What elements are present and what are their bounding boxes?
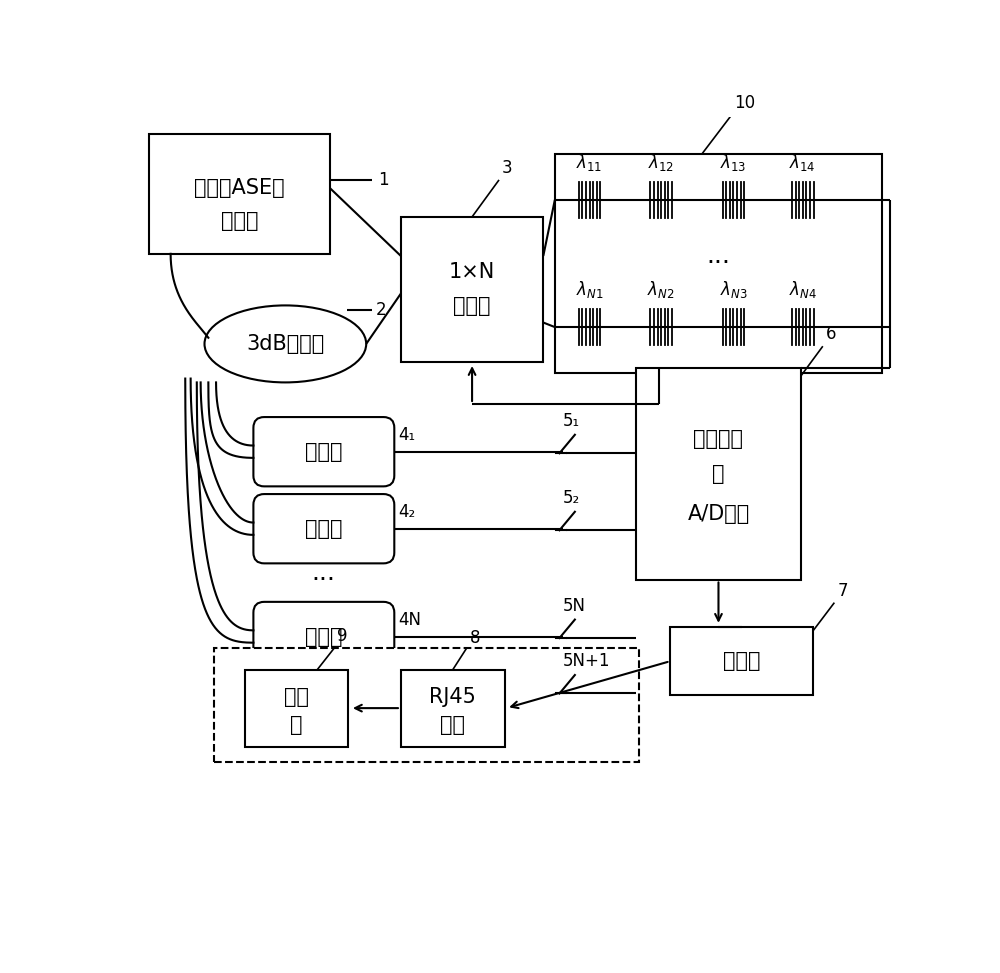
Text: $\lambda_{N1}$: $\lambda_{N1}$ <box>576 279 603 300</box>
Text: 机: 机 <box>290 715 303 735</box>
Text: 上位: 上位 <box>284 687 309 706</box>
Text: $\lambda_{13}$: $\lambda_{13}$ <box>720 152 747 173</box>
Text: 7: 7 <box>837 582 848 599</box>
Text: RJ45: RJ45 <box>429 687 476 706</box>
Text: 及: 及 <box>712 464 725 484</box>
Text: $\lambda_{N3}$: $\lambda_{N3}$ <box>720 279 747 300</box>
Text: 光开关: 光开关 <box>453 296 491 316</box>
Text: ···: ··· <box>312 567 336 592</box>
Text: 8: 8 <box>470 629 480 646</box>
Text: 6: 6 <box>826 325 836 343</box>
Text: 端口: 端口 <box>440 715 465 735</box>
Text: $\lambda_{12}$: $\lambda_{12}$ <box>648 152 674 173</box>
Text: 滤色片: 滤色片 <box>305 442 343 462</box>
Text: 2: 2 <box>376 301 387 319</box>
Text: $\lambda_{N4}$: $\lambda_{N4}$ <box>789 279 817 300</box>
Text: 4₁: 4₁ <box>398 426 415 444</box>
Text: 滤色片: 滤色片 <box>305 519 343 539</box>
Text: 平坦化ASE宽: 平坦化ASE宽 <box>194 178 285 198</box>
Text: $\lambda_{14}$: $\lambda_{14}$ <box>789 152 816 173</box>
Text: 滤色片: 滤色片 <box>305 627 343 646</box>
Text: $\lambda_{N2}$: $\lambda_{N2}$ <box>647 279 675 300</box>
Bar <box>401 217 543 362</box>
Bar <box>149 134 330 254</box>
Bar <box>555 154 882 374</box>
Text: 1: 1 <box>378 171 388 189</box>
Bar <box>636 368 801 580</box>
Text: 信号放大: 信号放大 <box>693 429 743 449</box>
Text: 9: 9 <box>337 627 348 645</box>
FancyBboxPatch shape <box>253 602 394 671</box>
Text: 10: 10 <box>734 94 756 112</box>
Bar <box>401 669 505 746</box>
Text: A/D模块: A/D模块 <box>687 504 750 523</box>
FancyBboxPatch shape <box>253 494 394 563</box>
Ellipse shape <box>205 306 366 382</box>
Text: 1×N: 1×N <box>449 263 495 282</box>
Text: 3: 3 <box>502 159 513 177</box>
Text: 单片机: 单片机 <box>723 651 760 671</box>
Text: ···: ··· <box>706 251 730 275</box>
Text: 4₂: 4₂ <box>398 503 415 521</box>
Text: 3dB耦合器: 3dB耦合器 <box>246 334 324 354</box>
Text: 5N: 5N <box>563 597 586 615</box>
Bar <box>670 628 813 695</box>
Bar <box>245 669 348 746</box>
Text: 5₂: 5₂ <box>563 489 580 507</box>
Text: 带光源: 带光源 <box>221 211 258 232</box>
Text: 5₁: 5₁ <box>563 413 580 430</box>
Bar <box>214 648 639 762</box>
FancyBboxPatch shape <box>253 417 394 486</box>
Text: 4N: 4N <box>398 611 421 629</box>
Text: $\lambda_{11}$: $\lambda_{11}$ <box>576 152 603 173</box>
Text: 5N+1: 5N+1 <box>563 652 610 670</box>
